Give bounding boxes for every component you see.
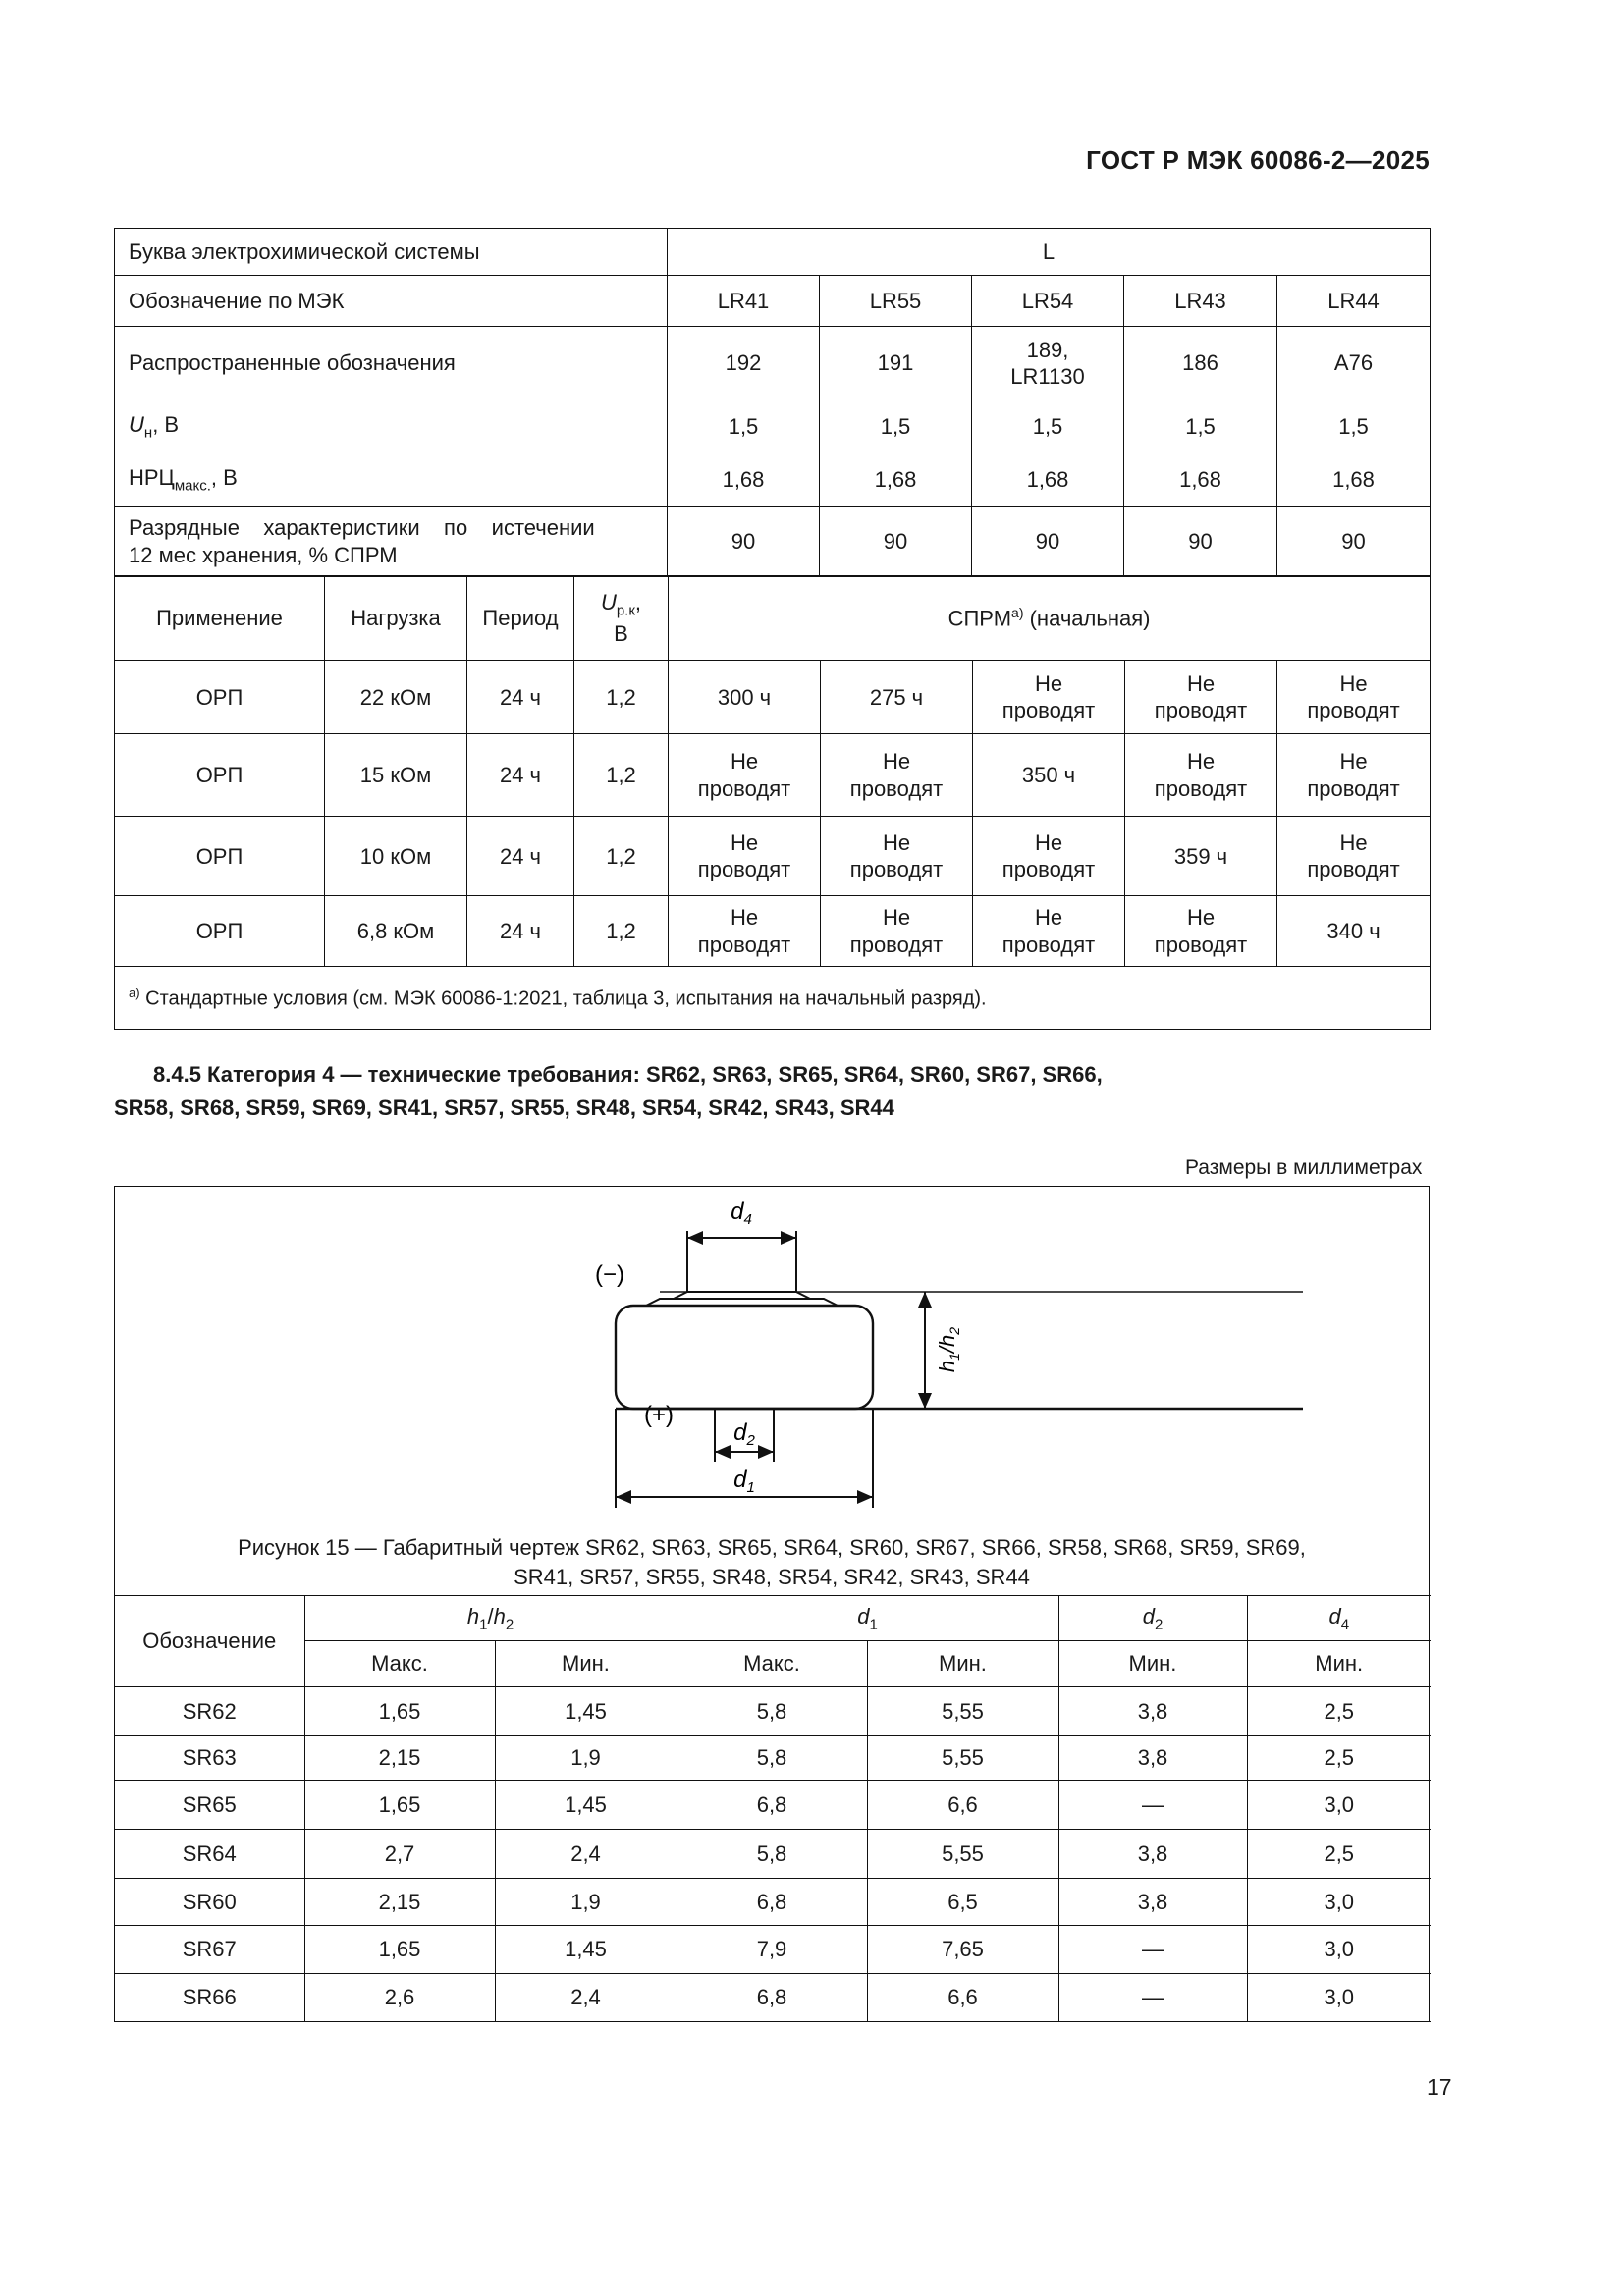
svg-text:d4: d4 [731,1199,752,1228]
svg-text:d2: d2 [733,1419,755,1449]
svg-text:h1/h2: h1/h2 [935,1327,962,1372]
svg-text:(−): (−) [595,1261,624,1288]
svg-text:(+): (+) [644,1402,674,1428]
svg-text:d1: d1 [733,1467,755,1496]
